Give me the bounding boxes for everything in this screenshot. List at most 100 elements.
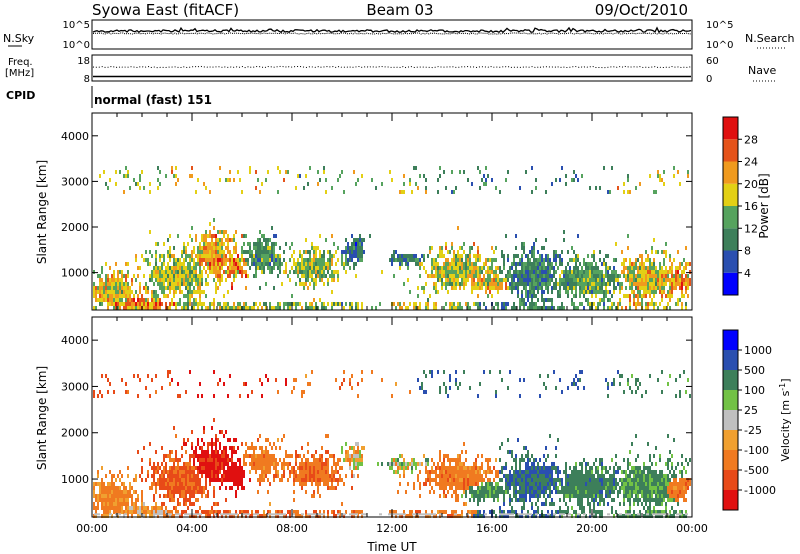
power-cell — [163, 262, 165, 266]
velocity-cell — [161, 510, 163, 514]
nave-line — [92, 65, 692, 69]
velocity-cell — [169, 514, 171, 518]
power-cell — [189, 254, 191, 258]
velocity-cell — [463, 478, 465, 482]
power-cell — [597, 270, 599, 274]
power-cell — [571, 290, 573, 294]
velocity-cell — [491, 486, 493, 490]
velocity-cell — [567, 494, 569, 498]
power-cell — [101, 266, 103, 270]
velocity-cell — [425, 458, 427, 462]
velocity-cell — [453, 490, 455, 494]
power-cell — [185, 254, 187, 258]
velocity-cell — [585, 466, 587, 470]
velocity-cell — [157, 514, 159, 518]
power-cell — [459, 246, 461, 250]
power-cell — [211, 234, 213, 238]
power-cell — [497, 278, 499, 282]
power-cell — [681, 290, 683, 294]
velocity-cell — [279, 478, 281, 482]
power-cell — [527, 274, 529, 278]
power-cell — [127, 270, 129, 274]
power-cell — [675, 302, 677, 306]
velocity-cell — [505, 490, 507, 494]
velocity-cell — [523, 378, 525, 382]
power-cell — [621, 270, 623, 274]
velocity-cell — [233, 446, 235, 450]
power-cell — [155, 290, 157, 294]
velocity-cell — [535, 502, 537, 506]
velocity-cell — [177, 510, 179, 514]
power-cell — [109, 178, 111, 182]
power-cell — [177, 282, 179, 286]
noise-panel: 10^5 10^0 10^5 10^0 N.Sky N.Search — [3, 19, 795, 51]
power-cell — [129, 298, 131, 302]
velocity-cell — [545, 498, 547, 502]
velocity-cell — [559, 378, 561, 382]
power-cell — [453, 306, 455, 310]
power-cell — [311, 278, 313, 282]
power-cell — [185, 274, 187, 278]
power-cell — [351, 258, 353, 262]
velocity-cell — [195, 450, 197, 454]
velocity-cell — [169, 370, 171, 374]
power-cell — [167, 250, 169, 254]
power-cell — [301, 266, 303, 270]
velocity-cell — [141, 458, 143, 462]
velocity-cell — [289, 510, 291, 514]
power-cell — [581, 274, 583, 278]
velocity-cell — [303, 390, 305, 394]
velocity-cell — [265, 470, 267, 474]
velocity-cell — [181, 478, 183, 482]
velocity-cell — [117, 502, 119, 506]
power-cell — [203, 238, 205, 242]
velocity-cell — [109, 498, 111, 502]
power-cell — [297, 302, 299, 306]
velocity-cell — [443, 466, 445, 470]
power-cell — [159, 266, 161, 270]
power-cell — [135, 306, 137, 310]
power-cell — [327, 302, 329, 306]
power-cell — [253, 302, 255, 306]
power-cell — [353, 262, 355, 266]
power-cell — [221, 254, 223, 258]
velocity-cell — [543, 486, 545, 490]
velocity-cell — [197, 454, 199, 458]
power-cell — [537, 274, 539, 278]
power-cell — [611, 278, 613, 282]
power-cell — [439, 270, 441, 274]
velocity-cell — [119, 498, 121, 502]
velocity-cell — [573, 494, 575, 498]
velocity-cell — [169, 470, 171, 474]
velocity-cell — [561, 390, 563, 394]
velocity-cell — [359, 454, 361, 458]
velocity-cell — [317, 490, 319, 494]
power-cell — [123, 190, 125, 194]
power-cell — [601, 274, 603, 278]
velocity-cell — [271, 458, 273, 462]
velocity-cell — [221, 514, 223, 518]
velocity-cell — [157, 510, 159, 514]
power-cell — [243, 302, 245, 306]
velocity-cell — [589, 494, 591, 498]
power-cell — [591, 278, 593, 282]
velocity-cell — [97, 470, 99, 474]
power-cell — [441, 254, 443, 258]
power-cell — [563, 230, 565, 234]
velocity-cell — [201, 458, 203, 462]
power-cell — [233, 278, 235, 282]
power-cell — [253, 246, 255, 250]
velocity-cell — [485, 490, 487, 494]
power-cell — [139, 174, 141, 178]
velocity-cell — [237, 482, 239, 486]
velocity-cell — [251, 390, 253, 394]
power-cell — [317, 270, 319, 274]
velocity-cell — [461, 494, 463, 498]
power-cell — [155, 298, 157, 302]
velocity-cell — [293, 378, 295, 382]
velocity-cell — [455, 466, 457, 470]
power-cell — [257, 262, 259, 266]
power-cell — [477, 266, 479, 270]
velocity-cell — [167, 510, 169, 514]
power-cell — [545, 306, 547, 310]
